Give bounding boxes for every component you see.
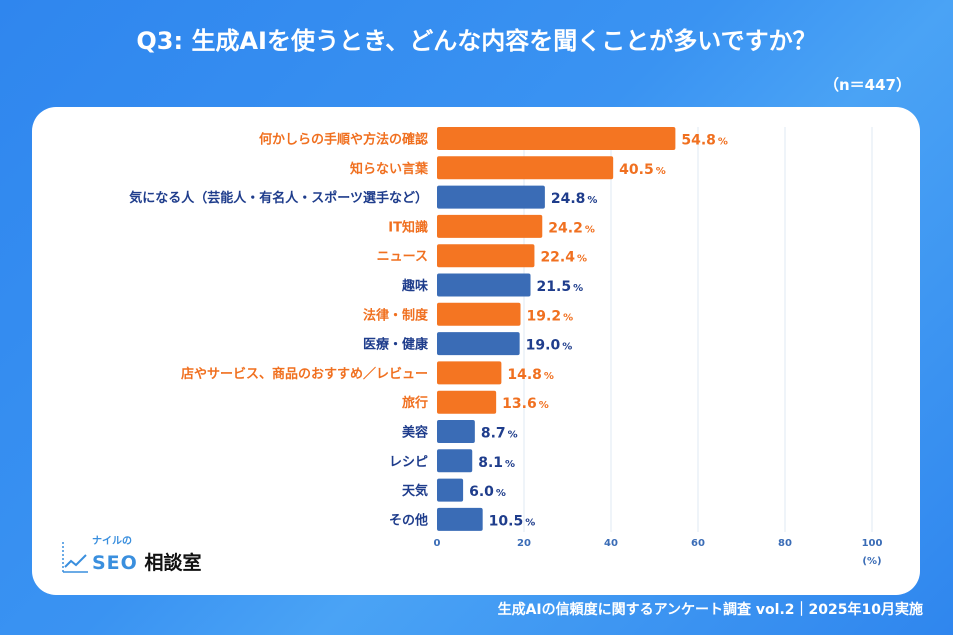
x-tick-label: 20 — [517, 538, 531, 549]
chart-title: Q3: 生成AIを使うとき、どんな内容を聞くことが多いですか？ — [136, 27, 817, 55]
bar — [437, 302, 521, 326]
data-label-unit: % — [563, 312, 573, 323]
bar — [437, 156, 614, 180]
x-tick-label: 60 — [691, 538, 705, 549]
x-tick-label: 0 — [434, 538, 441, 549]
data-label-unit: % — [562, 342, 572, 353]
category-label: 店やサービス、商品のおすすめ／レビュー — [181, 366, 428, 382]
data-label-unit: % — [656, 166, 666, 177]
x-tick-label: 80 — [778, 538, 792, 549]
category-label: 法律・制度 — [363, 307, 429, 323]
data-label: 21.5% — [537, 279, 584, 295]
data-label: 10.5% — [489, 513, 536, 529]
logo: ナイルの SEO 相談室 — [62, 536, 202, 578]
x-tick-label: 40 — [604, 538, 618, 549]
data-label: 19.0% — [526, 338, 573, 354]
data-label: 8.1% — [478, 455, 515, 471]
logo-small-text: ナイルの — [92, 536, 132, 547]
footer-note: 生成AIの信頼度に関するアンケート調査 vol.2｜2025年10月実施 — [497, 602, 923, 618]
data-label: 22.4% — [540, 250, 587, 266]
sample-size: （n＝447） — [824, 76, 911, 94]
bar — [437, 390, 497, 414]
category-label: 旅行 — [402, 395, 428, 411]
bar — [437, 244, 535, 268]
data-label: 24.8% — [551, 191, 598, 207]
data-label: 24.2% — [548, 220, 595, 236]
data-label-unit: % — [539, 400, 549, 411]
data-label-unit: % — [525, 517, 535, 528]
category-label: レシピ — [389, 455, 428, 470]
bar — [437, 332, 520, 356]
bar — [437, 214, 543, 238]
bar — [437, 507, 483, 531]
data-label: 8.7% — [481, 426, 518, 442]
category-label: IT知識 — [388, 219, 428, 235]
data-label-unit: % — [573, 283, 583, 294]
data-label-unit: % — [508, 430, 518, 441]
x-axis-unit: (%) — [862, 556, 881, 567]
data-label: 54.8% — [681, 133, 728, 149]
data-label-unit: % — [505, 459, 515, 470]
data-label: 40.5% — [619, 162, 666, 178]
bar — [437, 185, 545, 209]
data-label-unit: % — [496, 488, 506, 499]
data-label: 6.0% — [469, 484, 506, 500]
trend-chart-icon — [62, 542, 88, 573]
category-label: 美容 — [402, 425, 428, 441]
category-label: 天気 — [402, 483, 428, 499]
category-label: その他 — [389, 512, 428, 528]
data-label-unit: % — [577, 254, 587, 265]
data-label-unit: % — [587, 195, 597, 206]
category-label: 何かしらの手順や方法の確認 — [259, 132, 428, 148]
bar — [437, 449, 473, 473]
category-label: 知らない言葉 — [350, 161, 429, 177]
bar — [437, 127, 676, 150]
data-label-unit: % — [585, 224, 595, 235]
data-label-unit: % — [544, 371, 554, 382]
logo-seo: SEO — [92, 552, 138, 574]
bar — [437, 273, 531, 297]
data-label: 19.2% — [527, 308, 574, 324]
bar — [437, 478, 464, 502]
category-label: 医療・健康 — [363, 337, 429, 353]
data-label: 14.8% — [507, 367, 554, 383]
category-label: 気になる人（芸能人・有名人・スポーツ選手など） — [129, 190, 428, 206]
bar — [437, 420, 475, 443]
category-label: ニュース — [377, 250, 428, 265]
category-label: 趣味 — [401, 278, 428, 294]
data-label-unit: % — [718, 137, 728, 148]
bar — [437, 361, 502, 385]
data-label: 13.6% — [502, 396, 549, 412]
logo-jp: 相談室 — [144, 552, 202, 574]
x-tick-label: 100 — [862, 538, 883, 549]
